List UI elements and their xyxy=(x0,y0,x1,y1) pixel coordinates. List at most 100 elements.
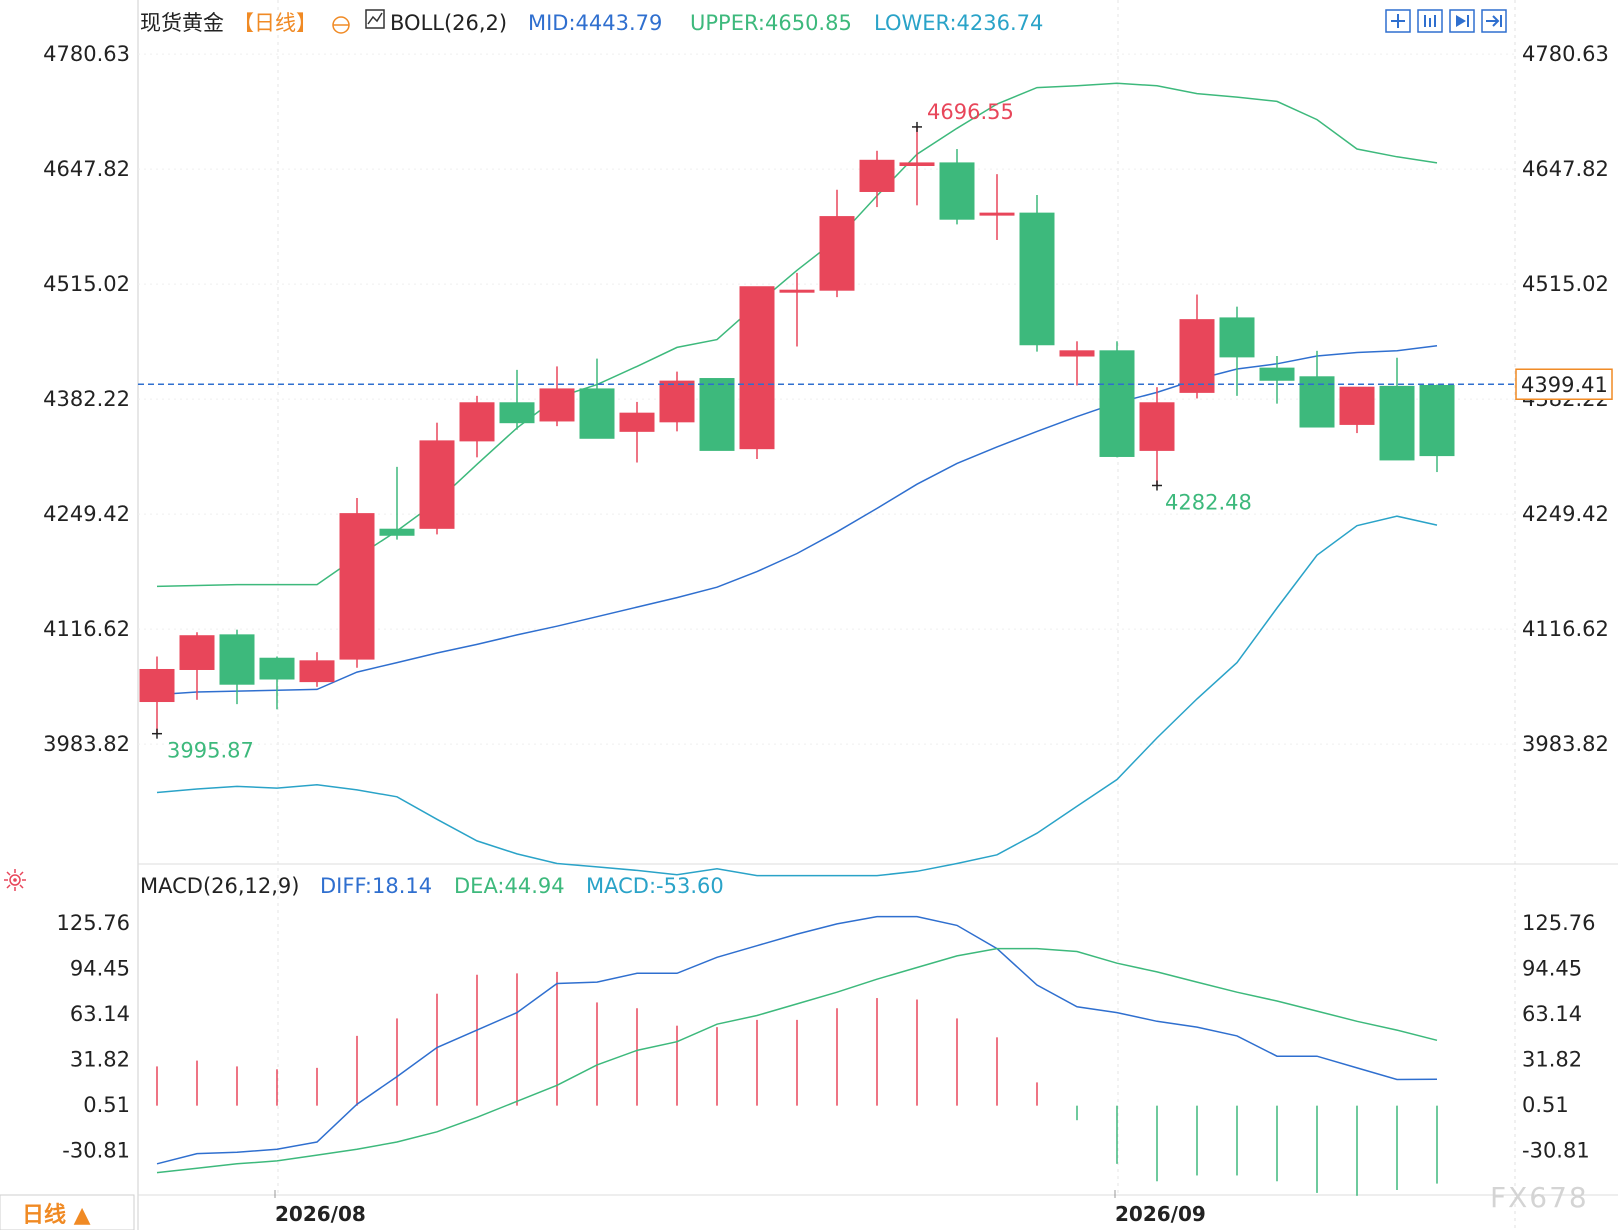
candle-6 xyxy=(379,466,415,540)
candle-32 xyxy=(1419,384,1455,473)
candle-body xyxy=(339,513,375,660)
macd-histogram xyxy=(156,971,1438,1196)
macd-tick-right-3: 31.82 xyxy=(1522,1047,1582,1071)
price-tick-left-6: 3983.82 xyxy=(43,732,130,756)
watermark-logo: FX678 xyxy=(1490,1181,1589,1214)
candle-body xyxy=(579,388,615,439)
candle-10 xyxy=(539,366,575,427)
candle-23 xyxy=(1059,341,1095,386)
time-axis: 2026/08 2026/09 xyxy=(274,1190,1206,1226)
price-tick-right-1: 4647.82 xyxy=(1522,157,1609,181)
macd-tick-right-1: 94.45 xyxy=(1522,956,1582,980)
price-tick-right-4: 4249.42 xyxy=(1522,502,1609,526)
candle-3 xyxy=(259,656,295,710)
macd-tick-right-4: 0.51 xyxy=(1522,1093,1569,1117)
candle-body xyxy=(219,634,255,685)
candle-5 xyxy=(339,498,375,668)
macd-tick-left-2: 63.14 xyxy=(70,1002,130,1026)
chart-type-icon[interactable] xyxy=(1417,9,1443,33)
candle-body xyxy=(1059,350,1095,357)
boll-indicator-label: BOLL(26,2) xyxy=(390,11,507,35)
candle-28 xyxy=(1259,356,1295,404)
price-tick-left-0: 4780.63 xyxy=(43,42,130,66)
step-forward-icon[interactable] xyxy=(1449,9,1475,33)
zoom-icon[interactable] xyxy=(1385,9,1411,33)
candle-26 xyxy=(1179,294,1215,399)
price-tick-right-2: 4515.02 xyxy=(1522,272,1609,296)
candle-17 xyxy=(819,189,855,298)
candle-body xyxy=(1259,367,1295,381)
current-price-box xyxy=(1515,368,1613,400)
macd-tick-right-5: -30.81 xyxy=(1522,1138,1590,1162)
macd-axis-left: 125.76 94.45 63.14 31.82 0.51 -30.81 xyxy=(57,911,130,1163)
x-tick-label-1: 2026/09 xyxy=(1115,1202,1206,1226)
candle-25 xyxy=(1139,387,1175,486)
price-tick-left-5: 4116.62 xyxy=(43,617,130,641)
candle-body xyxy=(1179,319,1215,393)
price-tick-right-5: 4116.62 xyxy=(1522,617,1609,641)
candle-15 xyxy=(739,286,775,460)
boll-lower-value: LOWER:4236.74 xyxy=(874,11,1043,35)
price-tick-left-1: 4647.82 xyxy=(43,157,130,181)
price-annotations: 4696.55 4282.48 3995.87 xyxy=(152,100,1252,763)
annotation-label: 3995.87 xyxy=(167,739,254,763)
candle-body xyxy=(1419,384,1455,457)
candle-body xyxy=(1299,376,1335,428)
macd-tick-left-1: 94.45 xyxy=(70,956,130,980)
macd-axis-right: 125.76 94.45 63.14 31.82 0.51 -30.81 xyxy=(1522,911,1595,1163)
annotation-label: 4282.48 xyxy=(1165,490,1252,514)
boll-bands xyxy=(156,82,1438,877)
candle-body xyxy=(259,657,295,680)
boll-upper-value: UPPER:4650.85 xyxy=(690,11,852,35)
macd-lines xyxy=(156,915,1438,1174)
candle-19 xyxy=(899,126,935,206)
add-indicator-icon[interactable] xyxy=(332,16,350,34)
candle-27 xyxy=(1219,306,1255,396)
price-tick-right-0: 4780.63 xyxy=(1522,42,1609,66)
candle-0 xyxy=(139,656,175,734)
macd-tick-left-4: 0.51 xyxy=(83,1093,130,1117)
candle-body xyxy=(899,162,935,167)
macd-diff-value: DIFF:18.14 xyxy=(320,874,432,898)
candle-body xyxy=(1339,386,1375,425)
candle-body xyxy=(539,388,575,422)
candle-14 xyxy=(699,378,735,451)
candle-body xyxy=(1219,317,1255,358)
candle-body xyxy=(419,440,455,529)
candle-body xyxy=(739,286,775,450)
candle-body xyxy=(1099,350,1135,457)
period-selector-box[interactable] xyxy=(0,1194,135,1230)
candle-24 xyxy=(1099,341,1135,458)
macd-diff-line xyxy=(156,915,1438,1165)
candle-body xyxy=(819,216,855,291)
candle-body xyxy=(499,402,535,424)
macd-settings-icon[interactable] xyxy=(4,869,26,891)
candle-body xyxy=(459,402,495,442)
candle-7 xyxy=(419,422,455,535)
candlestick-series xyxy=(139,126,1455,734)
candle-20 xyxy=(939,149,975,225)
macd-tick-right-2: 63.14 xyxy=(1522,1002,1582,1026)
candle-31 xyxy=(1379,357,1415,461)
period-selector[interactable]: 日线 ▲ xyxy=(22,1202,91,1228)
candle-11 xyxy=(579,358,615,439)
indicator-settings-icon[interactable] xyxy=(365,9,385,29)
instrument-name: 现货黄金 xyxy=(140,11,224,35)
price-axis-left: 4780.63 4647.82 4515.02 4382.22 4249.42 4116.… xyxy=(43,42,1515,756)
macd-dea-value: DEA:44.94 xyxy=(454,874,565,898)
jump-to-end-icon[interactable] xyxy=(1481,9,1507,33)
candle-body xyxy=(979,212,1015,216)
price-tick-left-2: 4515.02 xyxy=(43,272,130,296)
candle-body xyxy=(179,635,215,670)
candle-21 xyxy=(979,174,1015,240)
x-tick-label-0: 2026/08 xyxy=(275,1202,366,1226)
candle-body xyxy=(1139,402,1175,451)
candle-12 xyxy=(619,401,655,463)
period-label[interactable]: 【日线】 xyxy=(233,11,317,35)
candle-body xyxy=(299,660,335,683)
boll-mid-value: MID:4443.79 xyxy=(528,11,662,35)
candle-29 xyxy=(1299,350,1335,428)
candle-22 xyxy=(1019,194,1055,352)
candle-body xyxy=(859,159,895,192)
